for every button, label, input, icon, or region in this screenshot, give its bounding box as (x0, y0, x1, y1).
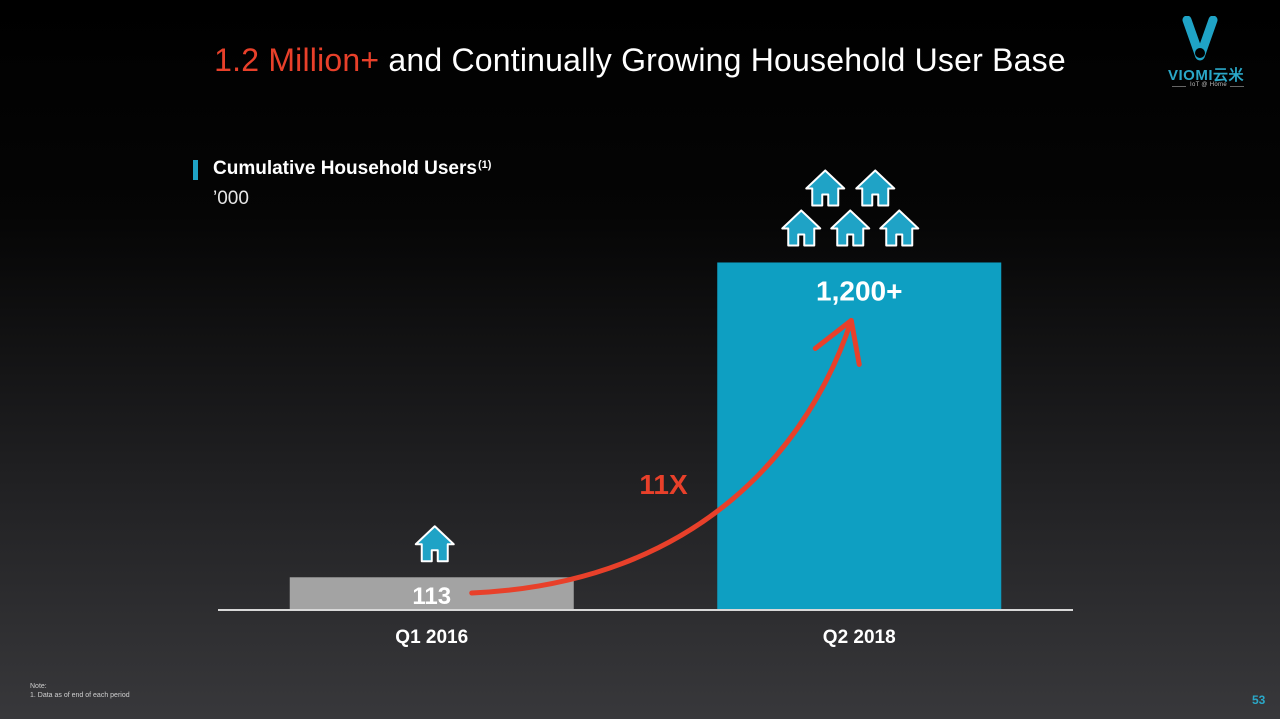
logo-divider-left (1172, 86, 1186, 87)
growth-arrowhead (812, 317, 862, 367)
growth-arrow (469, 317, 854, 596)
page-number: 53 (1252, 693, 1266, 707)
logo-divider-right (1230, 86, 1244, 87)
house-icon (879, 209, 920, 247)
data-label-0: 113 (412, 583, 451, 610)
chart-title-text: Cumulative Household Users (213, 158, 477, 179)
house-icon (781, 209, 822, 247)
title-text: and Continually Growing Household User B… (379, 42, 1066, 78)
growth-annotation: 11X (639, 469, 688, 500)
data-label-1: 1,200+ (816, 275, 902, 306)
slide-title: 1.2 Million+ and Continually Growing Hou… (0, 42, 1280, 79)
legend-marker (193, 160, 198, 180)
chart-title-footnote: (1) (477, 159, 492, 171)
house-icon (414, 525, 455, 563)
note-footnote: 1. Data as of end of each period (30, 692, 130, 699)
house-icon (805, 169, 846, 207)
bar-1 (717, 262, 1002, 610)
viomi-logo-icon (1182, 16, 1218, 61)
logo-tagline: IoT @ Home (1190, 82, 1227, 88)
house-icon (855, 169, 896, 207)
bar-0 (289, 577, 574, 610)
x-tick-label-0: Q1 2016 (395, 627, 468, 648)
chart-unit-label: ’000 (213, 188, 249, 209)
chart-title: Cumulative Household Users(1) (213, 158, 491, 180)
title-highlight: 1.2 Million+ (214, 42, 380, 78)
house-icon (830, 209, 871, 247)
x-tick-label-1: Q2 2018 (823, 627, 896, 648)
logo-wordmark: VIOMI云米 (1168, 67, 1245, 84)
note-heading: Note: (30, 683, 47, 690)
